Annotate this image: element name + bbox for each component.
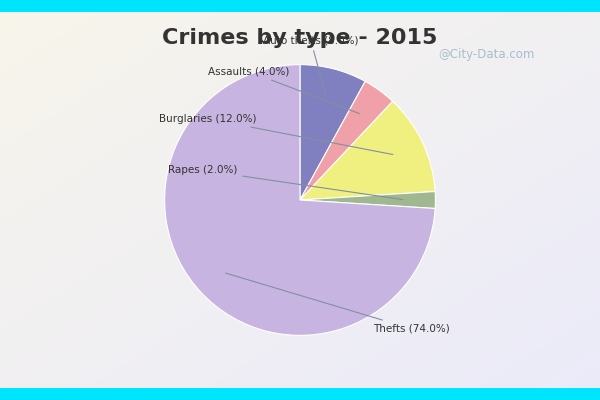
Wedge shape (300, 192, 436, 208)
Wedge shape (300, 101, 435, 200)
Text: Crimes by type - 2015: Crimes by type - 2015 (163, 28, 437, 48)
Text: Rapes (2.0%): Rapes (2.0%) (168, 165, 403, 200)
Text: Thefts (74.0%): Thefts (74.0%) (226, 273, 449, 334)
Text: Burglaries (12.0%): Burglaries (12.0%) (159, 114, 393, 154)
Text: Auto thefts (8.0%): Auto thefts (8.0%) (263, 35, 359, 95)
Wedge shape (300, 81, 392, 200)
Text: @City-Data.com: @City-Data.com (438, 48, 535, 61)
Wedge shape (164, 65, 435, 335)
Text: Assaults (4.0%): Assaults (4.0%) (208, 66, 359, 114)
Wedge shape (300, 65, 365, 200)
